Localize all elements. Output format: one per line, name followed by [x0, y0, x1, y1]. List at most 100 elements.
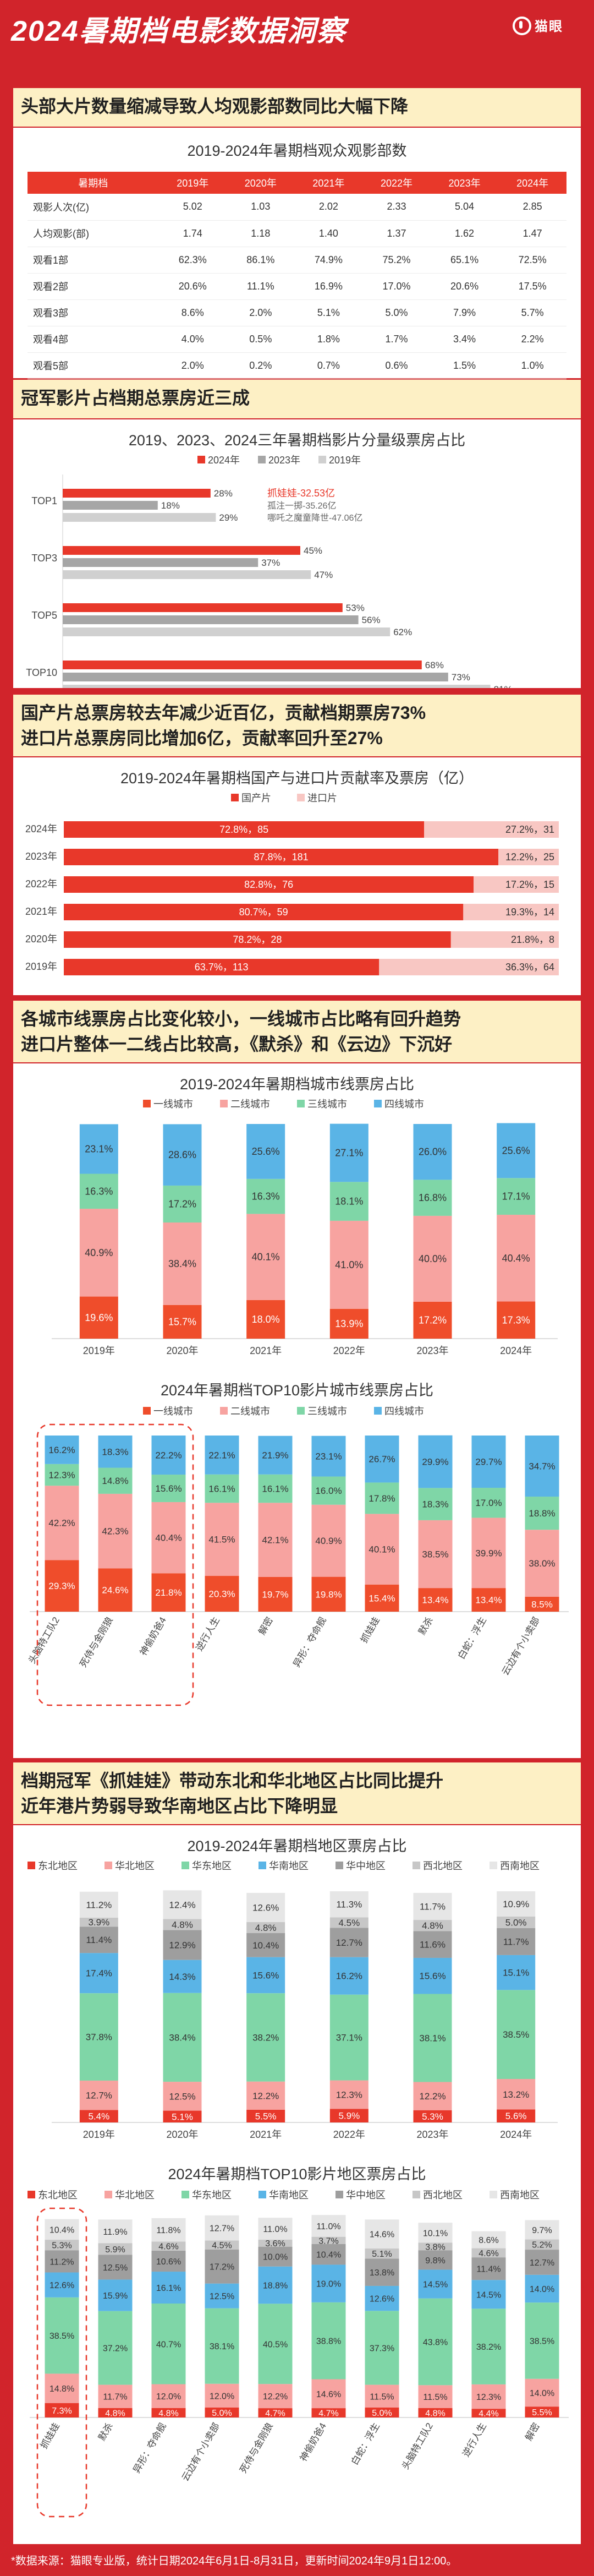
section5-panel: 2019-2024年暑期档地区票房占比 东北地区 华北地区 华东地区 华南地区 华中地区… [13, 1825, 581, 2544]
data-label: 17.4% [86, 1968, 112, 1979]
table-cell: 1.37 [362, 220, 431, 247]
bar-segment [418, 2223, 453, 2243]
bar-segment [64, 904, 464, 920]
data-label: 12.9% [169, 1940, 195, 1951]
data-label: 12.2% [252, 2091, 279, 2101]
table-cell: 17.5% [498, 273, 566, 300]
bar-segment [258, 2218, 293, 2240]
data-label: 37% [261, 558, 280, 568]
data-label: 40.1% [252, 1252, 280, 1263]
bar-segment [497, 1955, 536, 1990]
data-label: 14.8% [102, 1476, 128, 1486]
bar-segment [413, 1957, 452, 1994]
bar-segment [365, 1584, 399, 1612]
data-label: 24.6% [102, 1585, 128, 1596]
category-label: 云边有个小卖部 [500, 1616, 542, 1678]
legend-swatch [231, 794, 239, 801]
category-label: TOP5 [31, 610, 57, 621]
legend-label: 东北地区 [38, 1860, 78, 1871]
legend-label: 西南地区 [500, 1860, 540, 1871]
legend-label: 一线城市 [153, 1406, 193, 1417]
data-label: 40.1% [369, 1544, 395, 1555]
data-label: 12.2% [419, 2091, 446, 2102]
section3-panel: 2019-2024年暑期档国产与进口片贡献率及票房（亿） 国产片 进口片 2024年… [13, 757, 581, 995]
bar-segment [329, 1182, 369, 1221]
table-title: 2019-2024年暑期档观众观影部数 [187, 143, 407, 159]
legend-label: 2024年 [208, 455, 240, 466]
data-label: 5.6% [505, 2111, 527, 2121]
bar-segment [311, 1504, 346, 1577]
bar-segment [79, 1296, 118, 1339]
table-header-cell: 2024年 [498, 172, 566, 194]
table-cell: 2.33 [362, 194, 431, 221]
data-label: 13.9% [335, 1318, 363, 1329]
data-label: 17.2% [168, 1198, 196, 1209]
table-cell: 11.1% [227, 273, 295, 300]
bar-segment [98, 2311, 133, 2385]
category-label: 白蛇：浮生 [456, 1616, 488, 1661]
legend-swatch [297, 1407, 305, 1415]
bar-segment [205, 2408, 239, 2417]
legend-swatch [490, 1862, 497, 1869]
category-label: 死侍与金刚狼 [78, 1616, 115, 1669]
table-cell: 5.04 [430, 194, 499, 221]
table-row: 人均观影(部) 1.74 1.18 1.40 1.37 1.62 1.47 [28, 220, 566, 247]
table-cell: 观影人次(亿) [28, 194, 159, 221]
data-label: 40.9% [315, 1536, 342, 1546]
bar-segment [79, 2110, 118, 2122]
bar-segment [64, 849, 499, 865]
legend-label: 华南地区 [269, 1860, 309, 1871]
data-label: 4.8% [172, 1919, 193, 1930]
bar-segment [471, 2280, 506, 2309]
legend-label: 四线城市 [384, 1099, 424, 1110]
data-label: 5.9% [105, 2245, 125, 2255]
section1-banner: 头部大片数量缩减导致人均观影部数同比大幅下降 [13, 88, 581, 127]
bar-segment [365, 2311, 399, 2385]
bar-segment [79, 1926, 118, 1953]
data-label: 5.9% [338, 2111, 360, 2121]
data-label: 87.8%，181 [254, 852, 309, 863]
data-label: 38.5% [530, 2337, 554, 2346]
table-cell: 20.6% [158, 273, 227, 300]
data-label: 17.2% [210, 2263, 234, 2272]
data-label: 12.7% [210, 2224, 234, 2234]
data-label: 10.4% [252, 1940, 279, 1951]
table-cell: 3.4% [430, 326, 499, 353]
bar-segment [365, 2384, 399, 2408]
data-label: 4.8% [422, 1920, 443, 1931]
data-label: 5.5% [255, 2111, 277, 2121]
bar-segment [418, 1435, 453, 1488]
bar-segment [98, 2219, 133, 2244]
legend-swatch [490, 2191, 497, 2198]
data-label: 4.6% [158, 2242, 178, 2252]
data-label: 29.7% [475, 1457, 502, 1467]
legend-swatch [220, 1100, 228, 1107]
bar-segment [418, 2242, 453, 2251]
data-label: 5.3% [422, 2111, 443, 2122]
data-label: 63.7%，113 [195, 962, 249, 973]
data-label: 18.0% [252, 1314, 280, 1325]
bar-segment [525, 2378, 559, 2407]
data-label: 15.6% [419, 1971, 446, 1982]
data-label: 9.7% [532, 2226, 552, 2235]
legend-swatch [28, 2191, 35, 2198]
bar-segment [205, 1576, 239, 1612]
bar-segment [471, 1436, 506, 1488]
data-label: 37.8% [86, 2032, 112, 2043]
bar-segment [151, 1436, 186, 1475]
bar-segment [246, 1300, 285, 1339]
legend-label: 西北地区 [423, 2190, 463, 2201]
bar-segment [205, 1436, 239, 1475]
category-label: TOP3 [31, 553, 57, 564]
bar-segment [246, 2109, 285, 2122]
data-label: 38.4% [168, 1258, 196, 1269]
bar [63, 603, 343, 612]
bar-segment [497, 1214, 536, 1302]
category-label: 2024年 [25, 823, 57, 834]
bar-segment [45, 1436, 79, 1464]
section5-banner: 档期冠军《抓娃娃》带动东北和华北地区占比同比提升 近年港片势弱导致华南地区占比下… [13, 1762, 581, 1824]
category-label: 默杀 [97, 2421, 115, 2443]
section4-panel: 2019-2024年暑期档城市线票房占比 一线城市 二线城市 三线城市 四线城市 19.… [13, 1063, 581, 1758]
legend-swatch [258, 456, 266, 463]
table-cell: 5.7% [498, 299, 566, 326]
